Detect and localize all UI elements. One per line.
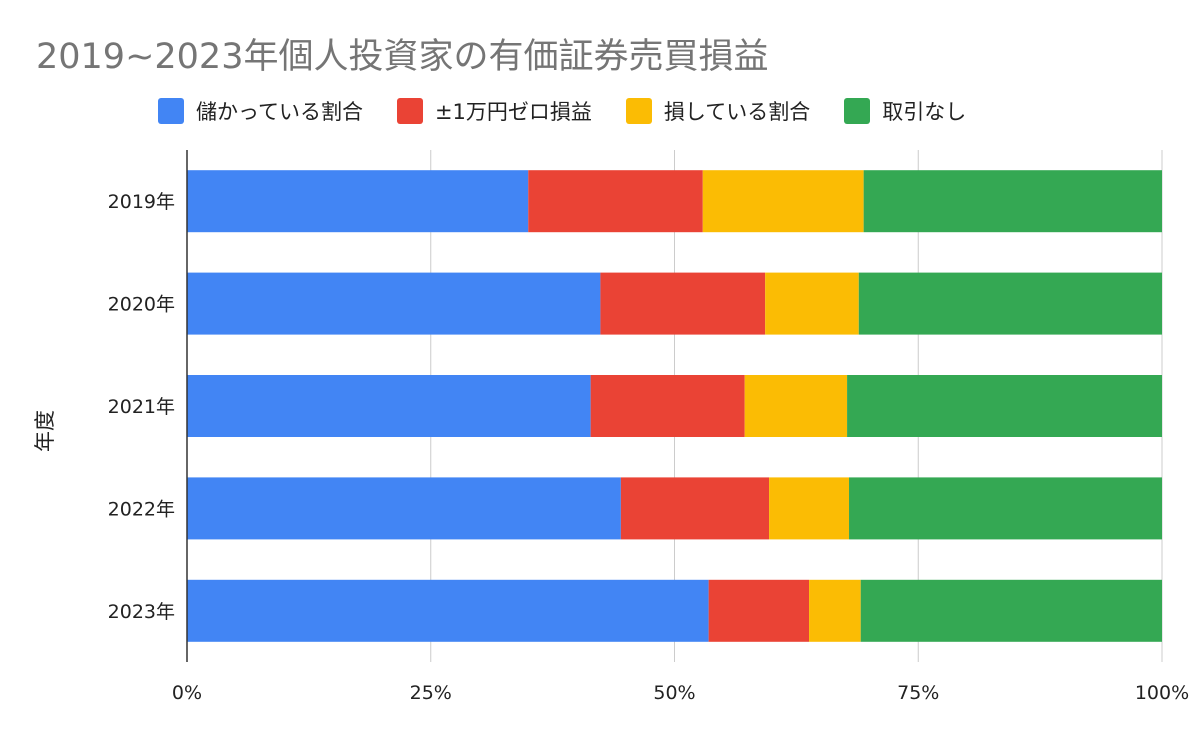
bar-segment: [702, 170, 864, 233]
chart-title: 2019~2023年個人投資家の有価証券売買損益: [36, 37, 769, 77]
bar-segment: [849, 477, 1162, 540]
bar-segment: [708, 579, 810, 642]
bar-segment: [187, 272, 601, 335]
legend-label: 儲かっている割合: [196, 100, 363, 124]
legend-swatch: [625, 98, 652, 124]
bar-segment: [620, 477, 770, 540]
bar-segment: [744, 375, 848, 437]
legend: 儲かっている割合 ±1万円ゼロ損益 損している割合 取引なし: [158, 96, 1000, 126]
y-tick-label: 2023年: [108, 601, 175, 623]
bar-segment: [809, 579, 861, 642]
x-tick-label: 25%: [410, 682, 452, 704]
legend-item: 取引なし: [844, 96, 966, 126]
legend-label: ±1万円ゼロ損益: [434, 100, 592, 124]
legend-item: 儲かっている割合: [158, 96, 363, 126]
x-tick-label: 50%: [653, 682, 695, 704]
bar-segment: [187, 375, 591, 437]
bar-segment: [765, 272, 859, 335]
legend-swatch: [396, 98, 423, 124]
legend-swatch: [158, 98, 184, 124]
bar-segment: [528, 170, 703, 233]
bar-segment: [847, 375, 1162, 437]
y-axis-title: 年度: [33, 410, 57, 452]
x-tick-label: 100%: [1135, 682, 1189, 704]
y-tick-label: 2020年: [108, 294, 175, 316]
legend-label: 損している割合: [663, 100, 811, 124]
bar-segment: [600, 272, 766, 335]
bar-segment: [187, 477, 621, 540]
x-tick-label: 0%: [172, 682, 202, 704]
y-tick-label: 2022年: [108, 498, 175, 520]
bar-segment: [769, 477, 850, 540]
x-tick-label: 75%: [897, 682, 939, 704]
y-tick-label: 2021年: [108, 396, 175, 418]
legend-item: ±1万円ゼロ損益: [396, 96, 592, 126]
bar-segment: [863, 170, 1162, 233]
legend-item: 損している割合: [625, 96, 811, 126]
bar-segment: [858, 272, 1162, 335]
y-tick-label: 2019年: [108, 191, 175, 213]
bar-segment: [590, 375, 745, 437]
bar-segment: [187, 579, 709, 642]
bar-segment: [860, 579, 1162, 642]
legend-swatch: [844, 98, 871, 124]
legend-label: 取引なし: [882, 100, 967, 124]
bar-segment: [187, 170, 529, 233]
